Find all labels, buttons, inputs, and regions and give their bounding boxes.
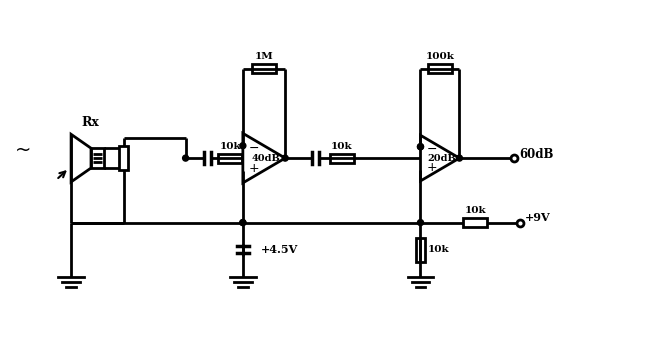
Text: −: − bbox=[249, 142, 259, 155]
Circle shape bbox=[183, 155, 189, 161]
Circle shape bbox=[417, 144, 424, 150]
Text: 40dB: 40dB bbox=[252, 154, 281, 163]
Text: Rx: Rx bbox=[81, 116, 99, 129]
Text: +: + bbox=[426, 161, 437, 174]
Text: 10k: 10k bbox=[428, 245, 450, 255]
Text: 10k: 10k bbox=[331, 142, 353, 151]
Bar bbox=[91, 148, 104, 168]
Bar bbox=[219, 154, 242, 163]
Bar bbox=[330, 154, 354, 163]
Text: 20dB: 20dB bbox=[428, 154, 456, 163]
Text: 10k: 10k bbox=[464, 206, 486, 215]
Text: +: + bbox=[249, 162, 259, 175]
Text: 60dB: 60dB bbox=[519, 147, 554, 161]
Bar bbox=[119, 146, 129, 170]
Circle shape bbox=[417, 220, 424, 226]
Text: 10k: 10k bbox=[219, 142, 241, 151]
Circle shape bbox=[417, 144, 424, 150]
Bar bbox=[416, 238, 425, 262]
Text: 100k: 100k bbox=[426, 52, 454, 61]
Bar bbox=[252, 64, 276, 73]
Bar bbox=[464, 218, 487, 227]
Circle shape bbox=[240, 220, 246, 226]
Circle shape bbox=[240, 143, 246, 149]
Text: +4.5V: +4.5V bbox=[261, 244, 298, 255]
Bar bbox=[428, 64, 452, 73]
Circle shape bbox=[282, 155, 288, 161]
Text: ~: ~ bbox=[15, 141, 31, 160]
Text: +9V: +9V bbox=[525, 212, 550, 223]
Text: 1M: 1M bbox=[255, 52, 274, 61]
Circle shape bbox=[456, 155, 462, 161]
Text: −: − bbox=[426, 142, 437, 155]
Circle shape bbox=[240, 220, 246, 226]
